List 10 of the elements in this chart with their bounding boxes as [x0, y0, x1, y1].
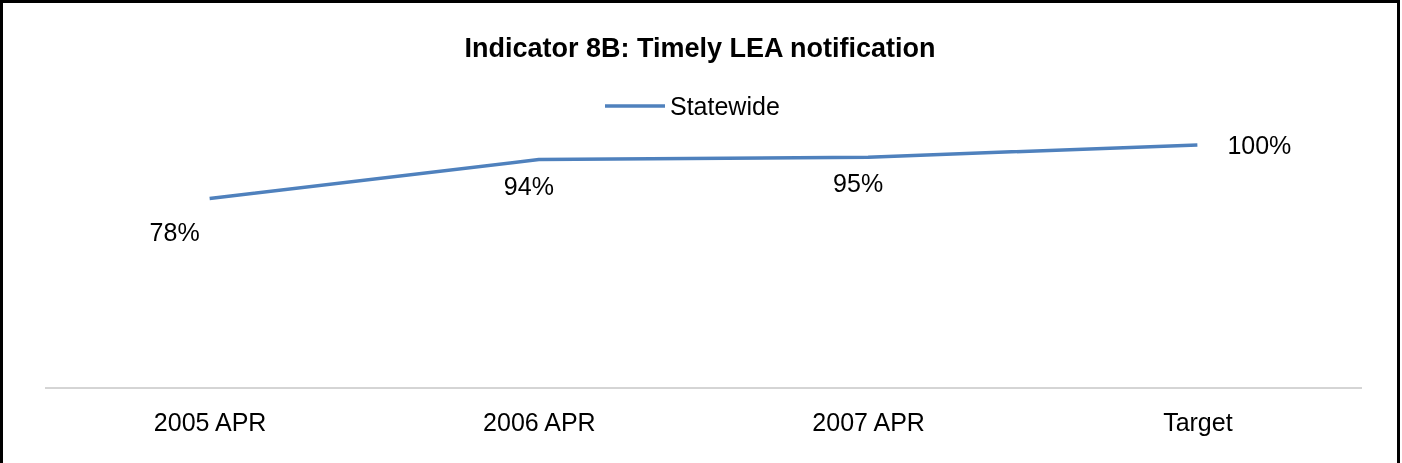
x-tick-label: Target [1163, 408, 1233, 436]
chart-title: Indicator 8B: Timely LEA notification [464, 33, 936, 63]
x-tick-label: 2006 APR [483, 408, 596, 436]
data-label: 78% [149, 218, 200, 247]
data-label: 94% [503, 171, 554, 200]
legend-label: Statewide [670, 92, 780, 120]
x-tick-label: 2007 APR [812, 408, 925, 436]
x-tick-label: 2005 APR [153, 408, 267, 436]
data-label: 95% [833, 169, 884, 198]
data-label: 100% [1227, 131, 1292, 159]
